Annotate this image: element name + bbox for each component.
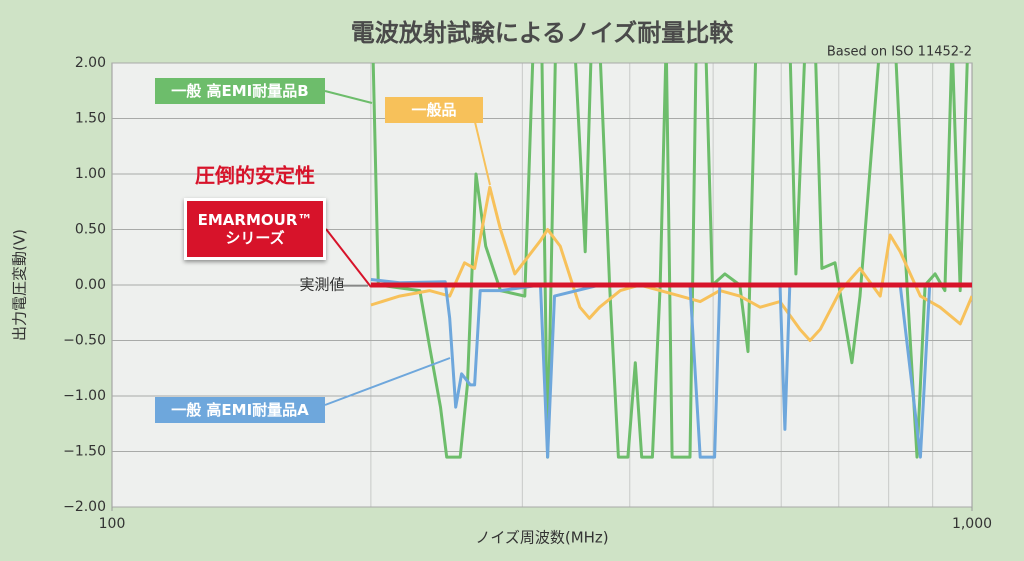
- leader-line: [325, 228, 372, 288]
- y-tick-label: −0.50: [63, 333, 106, 349]
- y-tick-label: 1.50: [75, 111, 106, 127]
- x-tick-label: 100: [99, 516, 126, 532]
- y-axis-label: 出力電圧変動(V): [11, 229, 29, 341]
- y-tick-label: 0.00: [75, 277, 106, 293]
- series-group: [370, 63, 972, 459]
- x-tick-label: 1,000: [952, 516, 992, 532]
- series-line: [371, 63, 969, 459]
- legend-entry: 一般 高EMI耐量品A: [155, 397, 325, 423]
- y-tick-label: 2.00: [75, 55, 106, 71]
- y-tick-label: −1.50: [63, 444, 106, 460]
- leader-line: [474, 121, 491, 186]
- subtitle: Based on ISO 11452-2: [827, 45, 972, 60]
- leader-line: [324, 90, 373, 104]
- y-tick-label: −1.00: [63, 388, 106, 404]
- legend-entry: EMARMOUR™ シリーズ: [184, 198, 326, 260]
- annotation: 圧倒的安定性: [195, 164, 315, 188]
- y-tick-label: 1.00: [75, 166, 106, 182]
- chart-title: 電波放射試験によるノイズ耐量比較: [351, 19, 735, 47]
- annotation: 実測値: [299, 276, 344, 294]
- y-tick-label: 0.50: [75, 222, 106, 238]
- legend-entry: 一般品: [385, 97, 483, 123]
- y-tick-label: −2.00: [63, 499, 106, 515]
- x-axis-label: ノイズ周波数(MHz): [475, 529, 608, 547]
- series-line: [370, 278, 972, 459]
- leader-line: [324, 357, 451, 406]
- legend-entry: 一般 高EMI耐量品B: [155, 78, 325, 104]
